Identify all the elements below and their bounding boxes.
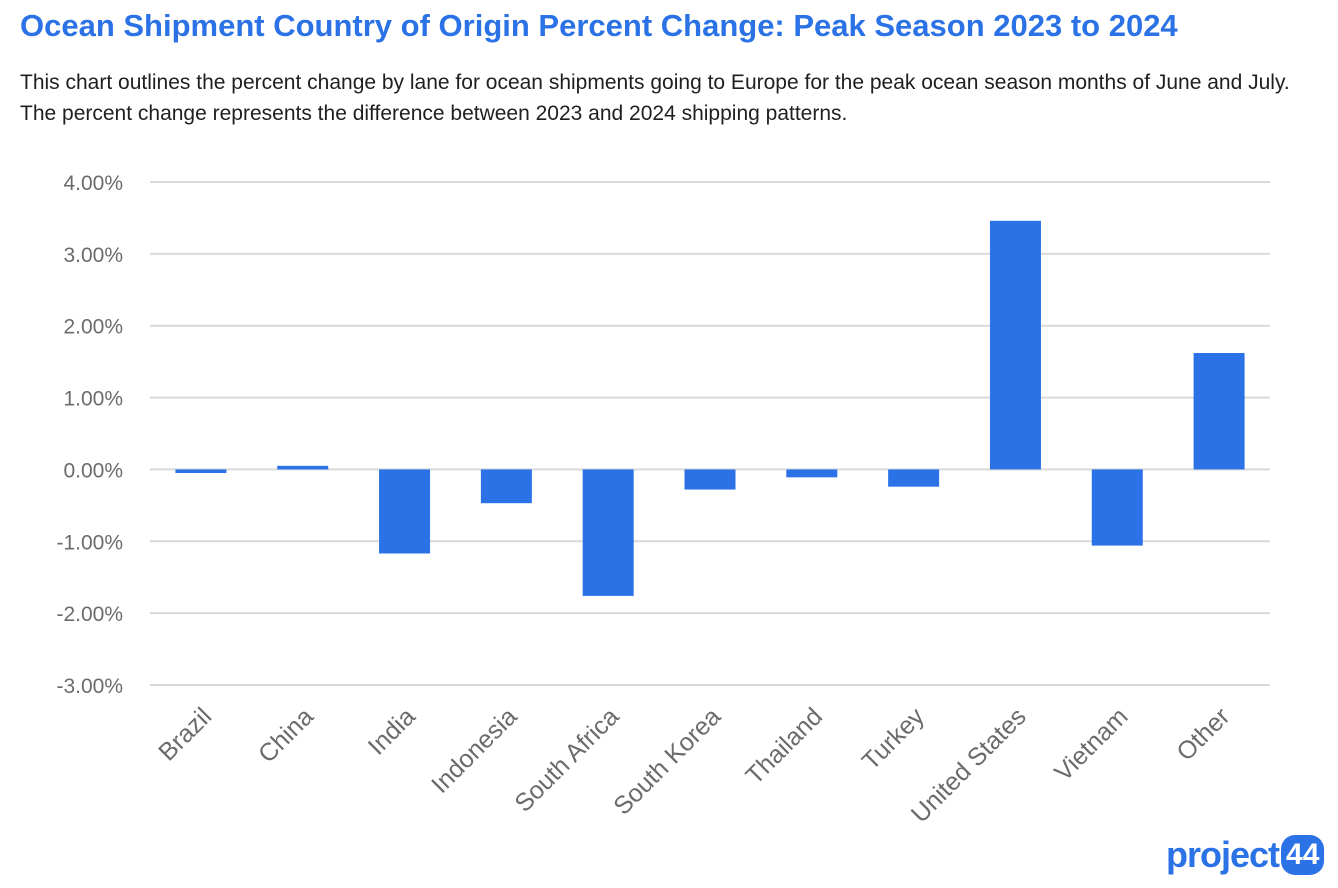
y-tick-label: -3.00% <box>56 675 123 698</box>
x-category-label: Indonesia <box>426 702 523 799</box>
chart-description: This chart outlines the percent change b… <box>20 71 1290 125</box>
bar <box>480 469 532 504</box>
x-category-label: South Korea <box>608 702 726 820</box>
y-axis-tick-labels: 4.00% 3.00% 2.00% 1.00% 0.00% -1.00% -2.00% -3.… <box>56 172 123 698</box>
y-tick-label: -2.00% <box>56 603 123 626</box>
y-tick-label: -1.00% <box>56 531 123 554</box>
x-category-label: China <box>253 702 319 768</box>
bar <box>989 220 1041 470</box>
x-category-label: India <box>363 702 421 760</box>
bar <box>888 469 940 487</box>
gridlines <box>150 181 1270 686</box>
x-category-label: Vietnam <box>1049 702 1133 786</box>
bar <box>684 469 736 490</box>
logo-badge: 44 <box>1281 835 1325 875</box>
y-tick-label: 1.00% <box>63 388 123 411</box>
y-tick-label: 2.00% <box>63 316 123 339</box>
bar <box>786 469 838 478</box>
bar <box>379 469 431 554</box>
y-tick-label: 4.00% <box>63 172 123 195</box>
y-tick-label: 3.00% <box>63 244 123 267</box>
x-category-label: Brazil <box>153 702 217 766</box>
bar <box>1091 469 1143 546</box>
x-category-label: Turkey <box>857 702 931 776</box>
chart-title: Ocean Shipment Country of Origin Percent… <box>20 8 1178 43</box>
project44-logo: project 44 <box>1166 831 1325 879</box>
x-category-label: Other <box>1171 702 1235 766</box>
bar <box>175 469 227 474</box>
bar <box>277 465 329 470</box>
x-category-label: Thailand <box>740 702 828 790</box>
bar <box>1193 353 1245 470</box>
bar <box>582 469 634 596</box>
bars <box>175 220 1245 596</box>
logo-wordmark: project <box>1166 834 1280 875</box>
y-tick-label: 0.00% <box>63 459 123 482</box>
